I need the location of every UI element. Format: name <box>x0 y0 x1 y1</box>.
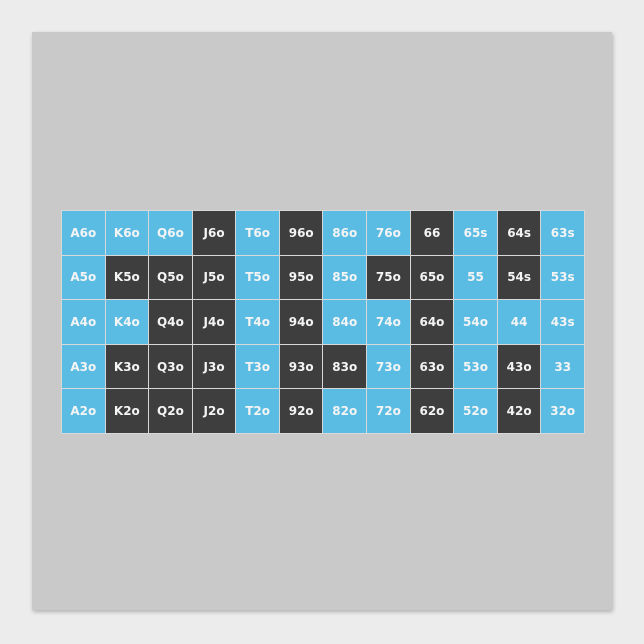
hand-cell: Q3o <box>149 344 192 389</box>
hand-cell: A4o <box>62 300 105 344</box>
hand-cell: A5o <box>62 255 105 300</box>
hand-cell: 86o <box>323 211 367 255</box>
hand-cell: 94o <box>279 300 323 344</box>
hand-cell: 32o <box>541 389 584 433</box>
hand-cell: 63o <box>410 344 454 389</box>
hand-cell: K2o <box>105 389 149 433</box>
hand-cell: 65o <box>410 255 454 300</box>
hand-cell: T2o <box>236 389 279 433</box>
hand-cell: Q2o <box>149 389 192 433</box>
hand-cell: 43o <box>497 344 541 389</box>
hand-cell: K6o <box>105 211 149 255</box>
hand-cell: A2o <box>62 389 105 433</box>
hand-cell: T6o <box>236 211 279 255</box>
hand-cell: T4o <box>236 300 279 344</box>
hand-cell: Q4o <box>149 300 192 344</box>
hand-cell: 42o <box>497 389 541 433</box>
hand-cell: 63s <box>541 211 584 255</box>
hand-cell: A6o <box>62 211 105 255</box>
hand-cell: 55 <box>454 255 497 300</box>
hand-cell: 43s <box>541 300 584 344</box>
hand-cell: 75o <box>367 255 410 300</box>
hand-cell: 54s <box>497 255 541 300</box>
hand-cell: 64o <box>410 300 454 344</box>
hand-cell: K3o <box>105 344 149 389</box>
hand-cell: 96o <box>279 211 323 255</box>
hand-cell: 73o <box>367 344 410 389</box>
hand-cell: K4o <box>105 300 149 344</box>
hand-cell: 83o <box>323 344 367 389</box>
hand-cell: 82o <box>323 389 367 433</box>
hand-cell: 52o <box>454 389 497 433</box>
hand-cell: 44 <box>497 300 541 344</box>
hand-cell: 54o <box>454 300 497 344</box>
hand-cell: 53o <box>454 344 497 389</box>
hand-range-grid: A6o K6o Q6o J6o T6o 96o 86o 76o 66 65s 64s 63s A5o K5… <box>61 210 585 434</box>
hand-cell: J6o <box>192 211 236 255</box>
hand-cell: 53s <box>541 255 584 300</box>
hand-cell: J3o <box>192 344 236 389</box>
hand-cell: K5o <box>105 255 149 300</box>
hand-cell: 92o <box>279 389 323 433</box>
hand-cell: 76o <box>367 211 410 255</box>
hand-cell: 33 <box>541 344 584 389</box>
hand-cell: 62o <box>410 389 454 433</box>
hand-cell: J5o <box>192 255 236 300</box>
hand-cell: Q6o <box>149 211 192 255</box>
hand-cell: 64s <box>497 211 541 255</box>
hand-cell: 84o <box>323 300 367 344</box>
hand-cell: A3o <box>62 344 105 389</box>
hand-cell: T5o <box>236 255 279 300</box>
hand-cell: J2o <box>192 389 236 433</box>
hand-cell: 74o <box>367 300 410 344</box>
hand-cell: 66 <box>410 211 454 255</box>
hand-cell: 85o <box>323 255 367 300</box>
hand-cell: 93o <box>279 344 323 389</box>
hand-cell: T3o <box>236 344 279 389</box>
hand-cell: 65s <box>454 211 497 255</box>
hand-cell: 95o <box>279 255 323 300</box>
hand-cell: Q5o <box>149 255 192 300</box>
hand-cell: 72o <box>367 389 410 433</box>
hand-cell: J4o <box>192 300 236 344</box>
